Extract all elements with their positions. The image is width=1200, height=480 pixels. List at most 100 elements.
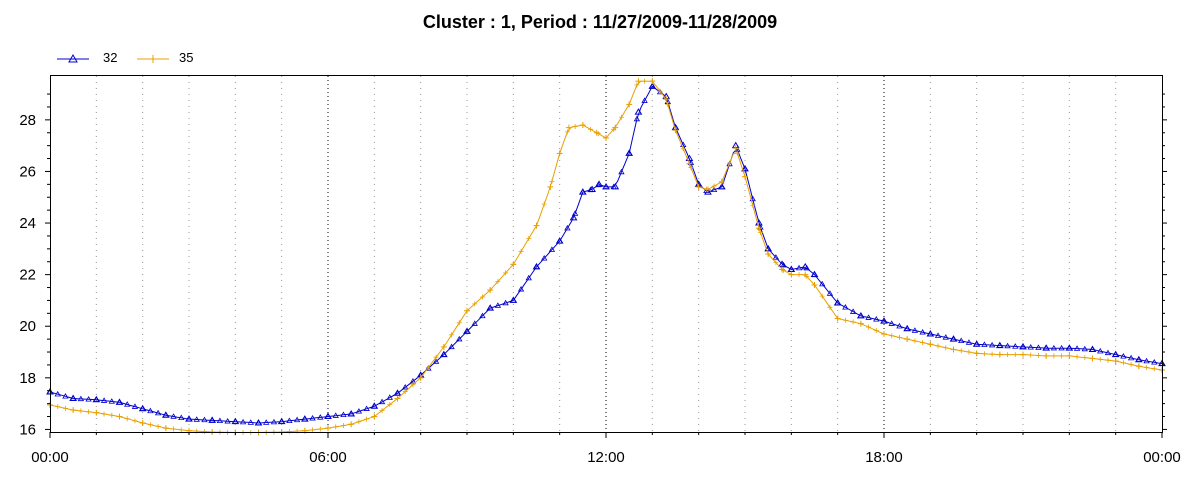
line-marker — [270, 418, 278, 425]
x-tick-label: 00:00 — [1143, 449, 1181, 466]
line-marker — [278, 418, 285, 424]
line-marker — [927, 330, 934, 337]
line-marker — [588, 126, 594, 132]
line-marker — [680, 146, 686, 152]
line-marker — [595, 131, 601, 137]
line-marker — [70, 407, 76, 413]
line-marker — [1081, 345, 1088, 352]
line-marker — [293, 416, 301, 423]
legend-label-series-2: 35 — [179, 50, 194, 65]
line-marker — [788, 266, 795, 272]
line-marker — [942, 334, 949, 340]
line-marker — [310, 427, 316, 433]
line-marker — [378, 398, 386, 405]
line-marker — [781, 267, 787, 273]
line-marker — [812, 282, 817, 288]
line-marker — [178, 427, 184, 433]
line-marker — [611, 126, 617, 132]
line-marker — [1012, 343, 1019, 349]
line-marker — [78, 408, 84, 414]
line-marker — [463, 328, 471, 334]
line-marker — [201, 429, 207, 435]
line-marker — [1012, 352, 1018, 358]
legend-swatch-series-2 — [137, 55, 169, 63]
line-marker — [301, 415, 309, 422]
line-marker — [549, 178, 555, 184]
line-marker — [162, 411, 170, 418]
line-marker — [394, 390, 401, 396]
line-marker — [55, 404, 61, 410]
line-marker — [665, 101, 671, 107]
line-marker — [333, 424, 339, 430]
line-marker — [131, 403, 139, 409]
line-marker — [1135, 356, 1143, 362]
line-marker — [495, 279, 501, 285]
line-marker — [988, 341, 996, 348]
line-marker — [826, 290, 834, 296]
data-point — [778, 260, 786, 267]
line-marker — [866, 324, 872, 330]
line-marker — [1113, 358, 1119, 364]
line-marker — [1128, 361, 1134, 367]
line-marker — [927, 341, 933, 347]
line-marker — [981, 351, 987, 357]
line-marker — [347, 410, 355, 417]
line-marker — [363, 405, 370, 411]
line-marker — [881, 331, 887, 337]
line-marker — [54, 390, 61, 397]
y-tick-label: 16 — [19, 421, 36, 438]
line-marker — [1112, 351, 1119, 357]
line-marker — [974, 350, 980, 356]
line-marker — [1151, 366, 1157, 372]
line-marker — [625, 150, 633, 156]
line-marker — [494, 302, 502, 308]
line-marker — [688, 165, 694, 171]
line-marker — [472, 301, 478, 307]
line-marker — [934, 332, 942, 338]
line-marker — [479, 312, 486, 319]
line-marker — [116, 399, 123, 405]
line-marker — [185, 415, 193, 422]
line-marker — [1143, 357, 1150, 364]
line-marker — [857, 312, 865, 319]
line-marker — [541, 201, 547, 207]
line-marker — [804, 273, 810, 279]
line-marker — [85, 396, 92, 402]
data-point — [569, 213, 578, 221]
x-tick-label: 06:00 — [309, 449, 347, 466]
line-marker — [904, 336, 910, 342]
line-marker — [371, 402, 378, 409]
line-marker — [534, 223, 539, 229]
line-marker — [418, 375, 424, 381]
line-marker — [1120, 353, 1127, 359]
line-marker — [973, 340, 980, 347]
line-marker — [896, 334, 902, 340]
line-marker — [124, 416, 130, 422]
line-marker — [889, 333, 895, 339]
line-marker — [903, 325, 911, 332]
line-marker — [951, 346, 956, 352]
line-marker — [842, 317, 848, 323]
line-marker — [1035, 352, 1041, 358]
line-marker — [564, 224, 571, 231]
line-marker — [1020, 352, 1026, 358]
line-marker — [340, 423, 346, 429]
line-marker — [533, 263, 540, 270]
line-marker — [324, 413, 332, 419]
line-marker — [718, 183, 726, 190]
line-marker — [819, 293, 825, 299]
line-marker — [1120, 360, 1126, 366]
line-marker — [673, 127, 678, 133]
line-marker — [147, 407, 154, 414]
line-marker — [124, 401, 131, 407]
line-marker — [920, 340, 926, 346]
line-marker — [935, 343, 941, 349]
y-tick-label: 22 — [19, 267, 36, 284]
x-tick-label: 18:00 — [865, 449, 903, 466]
line-marker — [440, 351, 448, 357]
line-marker — [93, 396, 100, 402]
line-marker — [727, 160, 733, 166]
data-point — [685, 154, 694, 162]
line-marker — [309, 414, 316, 421]
